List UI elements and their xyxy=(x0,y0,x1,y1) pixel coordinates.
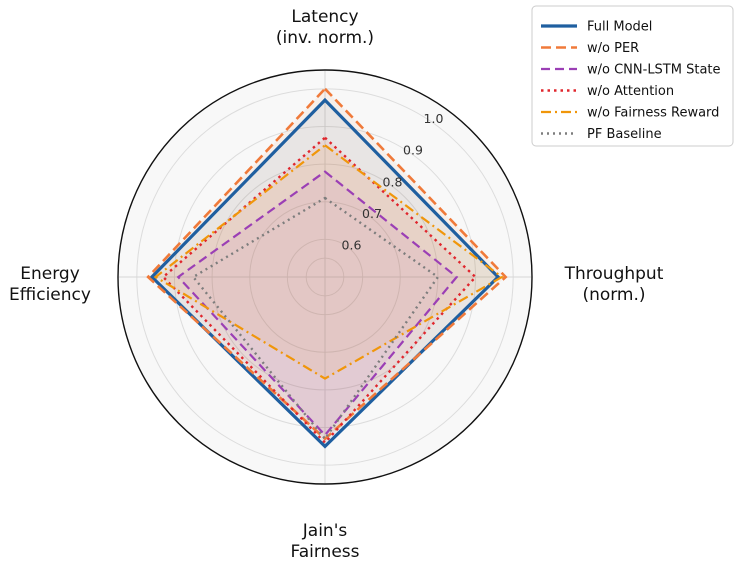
legend-label-2: w/o CNN-LSTM State xyxy=(587,63,721,78)
legend-label-3: w/o Attention xyxy=(587,84,674,99)
tick-label: 0.6 xyxy=(342,237,362,252)
axis-label-line: Throughput xyxy=(564,264,664,284)
tick-label: 0.8 xyxy=(383,174,403,189)
legend-label-4: w/o Fairness Reward xyxy=(587,106,719,121)
series-fill-2 xyxy=(178,171,457,436)
series-fill-3 xyxy=(163,137,476,443)
axis-label-line: Fairness xyxy=(291,542,360,562)
axis-label-line: Efficiency xyxy=(9,285,91,305)
axis-label-line: Latency xyxy=(291,7,358,27)
axis-label-line: (norm.) xyxy=(582,285,645,305)
series-line-0 xyxy=(149,97,501,449)
axis-labels: Latency (inv. norm.) Throughput (norm.) Jain… xyxy=(9,7,664,562)
series-line-4 xyxy=(153,143,504,380)
legend-label-5: PF Baseline xyxy=(587,127,662,142)
series-line-5 xyxy=(191,196,440,441)
axis-label-0: Latency (inv. norm.) xyxy=(276,7,374,48)
series-line-2 xyxy=(176,170,459,437)
radial-tick-labels: 0.6 0.7 0.8 0.9 1.0 xyxy=(342,111,444,252)
axis-label-line: Jain's xyxy=(302,521,348,541)
tick-label: 0.9 xyxy=(403,143,423,158)
legend: Full Model w/o PER w/o CNN-LSTM State w/o A… xyxy=(531,5,734,147)
legend-label-1: w/o PER xyxy=(587,41,639,56)
series-fill-4 xyxy=(155,145,502,379)
axis-label-line: (inv. norm.) xyxy=(276,28,374,48)
axis-label-line: Energy xyxy=(20,264,80,284)
legend-label-0: Full Model xyxy=(587,20,652,35)
polar-outline xyxy=(117,69,533,485)
tick-label: 0.7 xyxy=(362,206,382,221)
series-fill-1 xyxy=(148,88,506,439)
axis-label-3: Energy Efficiency xyxy=(9,264,91,305)
axis-label-2: Jain's Fairness xyxy=(291,521,360,562)
series-line-3 xyxy=(161,136,478,445)
legend-box xyxy=(531,5,734,147)
series-lines xyxy=(146,86,508,449)
tick-label: 1.0 xyxy=(424,111,444,126)
axis-label-1: Throughput (norm.) xyxy=(564,264,664,305)
series-line-1 xyxy=(146,86,508,441)
